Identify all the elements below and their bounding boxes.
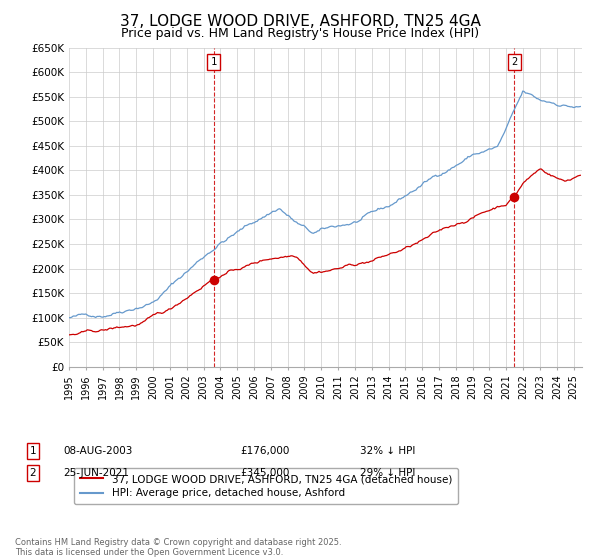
Text: 1: 1 (211, 57, 217, 67)
Text: 29% ↓ HPI: 29% ↓ HPI (360, 468, 415, 478)
Text: 1: 1 (29, 446, 37, 456)
Text: £176,000: £176,000 (240, 446, 289, 456)
Text: 2: 2 (511, 57, 518, 67)
Text: Price paid vs. HM Land Registry's House Price Index (HPI): Price paid vs. HM Land Registry's House … (121, 27, 479, 40)
Point (509, 193, 519, 202)
Text: 25-JUN-2021: 25-JUN-2021 (63, 468, 129, 478)
Text: 32% ↓ HPI: 32% ↓ HPI (360, 446, 415, 456)
Text: Contains HM Land Registry data © Crown copyright and database right 2025.
This d: Contains HM Land Registry data © Crown c… (15, 538, 341, 557)
Point (209, 276, 218, 285)
Text: 08-AUG-2003: 08-AUG-2003 (63, 446, 133, 456)
Text: 37, LODGE WOOD DRIVE, ASHFORD, TN25 4GA: 37, LODGE WOOD DRIVE, ASHFORD, TN25 4GA (119, 14, 481, 29)
Text: £345,000: £345,000 (240, 468, 289, 478)
Text: 2: 2 (29, 468, 37, 478)
Legend: 37, LODGE WOOD DRIVE, ASHFORD, TN25 4GA (detached house), HPI: Average price, de: 37, LODGE WOOD DRIVE, ASHFORD, TN25 4GA … (74, 468, 458, 505)
